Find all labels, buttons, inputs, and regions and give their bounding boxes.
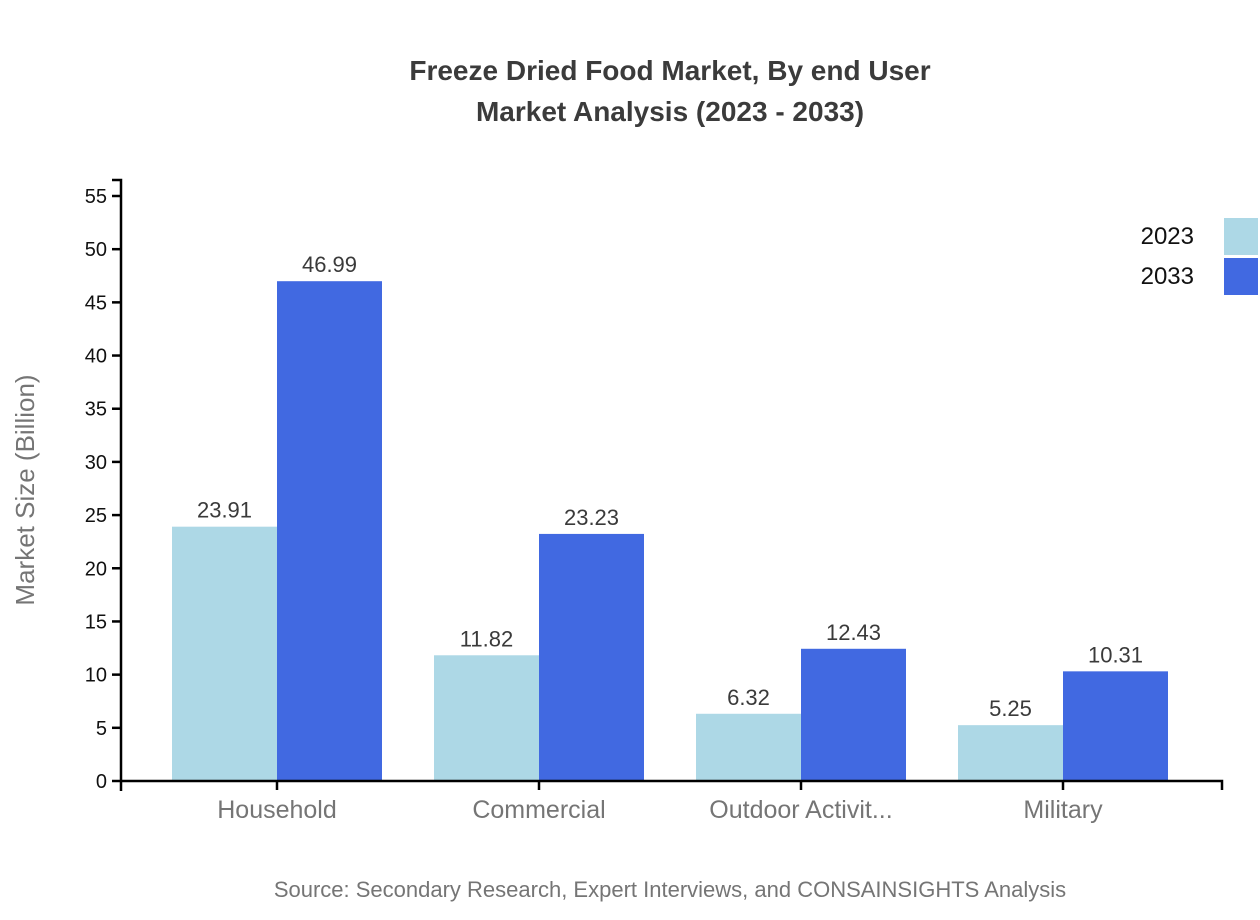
labels-layer: 23.91 46.99 Household 11.82 23.23 Commercial 6… bbox=[85, 186, 1143, 824]
bar-2023-outdoor-activit bbox=[696, 713, 801, 781]
bar-2023-commercial bbox=[434, 655, 539, 781]
value-label-2023-military: 5.25 bbox=[989, 696, 1032, 721]
legend-swatch-2023-icon bbox=[1224, 218, 1258, 255]
axes-layer bbox=[112, 178, 1224, 791]
x-axis-line bbox=[121, 779, 1224, 790]
value-label-2033-commercial: 23.23 bbox=[564, 505, 619, 530]
y-axis-line bbox=[112, 178, 123, 791]
x-tick-label-household: Household bbox=[217, 796, 337, 824]
bars-layer bbox=[172, 281, 1168, 781]
legend-swatch-2033-icon bbox=[1224, 258, 1258, 295]
source-note: Source: Secondary Research, Expert Inter… bbox=[273, 877, 1067, 902]
chart-title: Freeze Dried Food Market, By end User Ma… bbox=[80, 50, 1260, 132]
value-label-2023-outdoor-activit: 6.32 bbox=[727, 685, 770, 710]
y-tick-label-0: 0 bbox=[96, 771, 107, 793]
legend: 2023 2033 bbox=[1141, 218, 1260, 298]
x-tick-label-military: Military bbox=[1023, 796, 1103, 824]
y-tick-label-10: 10 bbox=[85, 665, 107, 687]
bar-2033-household bbox=[277, 281, 382, 781]
y-tick-label-40: 40 bbox=[85, 346, 107, 368]
bar-2033-commercial bbox=[539, 533, 644, 781]
x-tick-label-commercial: Commercial bbox=[472, 796, 605, 824]
value-label-2033-outdoor-activit: 12.43 bbox=[826, 620, 881, 645]
y-tick-label-15: 15 bbox=[85, 611, 107, 633]
legend-label-2023: 2023 bbox=[1140, 222, 1194, 250]
value-label-2033-military: 10.31 bbox=[1088, 642, 1143, 667]
y-axis-title: Market Size (Billion) bbox=[10, 374, 40, 605]
chart-title-line1: Freeze Dried Food Market, By end User bbox=[409, 55, 931, 86]
legend-item-2023: 2023 bbox=[1141, 218, 1260, 255]
y-tick-label-30: 30 bbox=[85, 452, 107, 474]
y-tick-label-45: 45 bbox=[85, 292, 107, 314]
y-tick-label-50: 50 bbox=[85, 239, 107, 261]
bar-2023-military bbox=[958, 725, 1063, 781]
legend-label-2033: 2033 bbox=[1140, 262, 1194, 290]
y-tick-label-25: 25 bbox=[85, 505, 107, 527]
bar-2033-military bbox=[1063, 671, 1168, 781]
value-label-2023-commercial: 11.82 bbox=[460, 626, 513, 651]
y-tick-label-55: 55 bbox=[85, 186, 107, 208]
bar-2033-outdoor-activit bbox=[801, 648, 906, 781]
value-label-2023-household: 23.91 bbox=[197, 498, 252, 523]
x-tick-label-outdoor-activit: Outdoor Activit... bbox=[709, 796, 892, 824]
value-label-2033-household: 46.99 bbox=[302, 252, 357, 277]
y-tick-label-5: 5 bbox=[96, 718, 107, 740]
y-tick-label-35: 35 bbox=[85, 399, 107, 421]
legend-item-2033: 2033 bbox=[1141, 258, 1260, 295]
bar-2023-household bbox=[172, 526, 277, 781]
y-tick-label-20: 20 bbox=[85, 558, 107, 580]
chart-title-line2: Market Analysis (2023 - 2033) bbox=[475, 96, 865, 127]
